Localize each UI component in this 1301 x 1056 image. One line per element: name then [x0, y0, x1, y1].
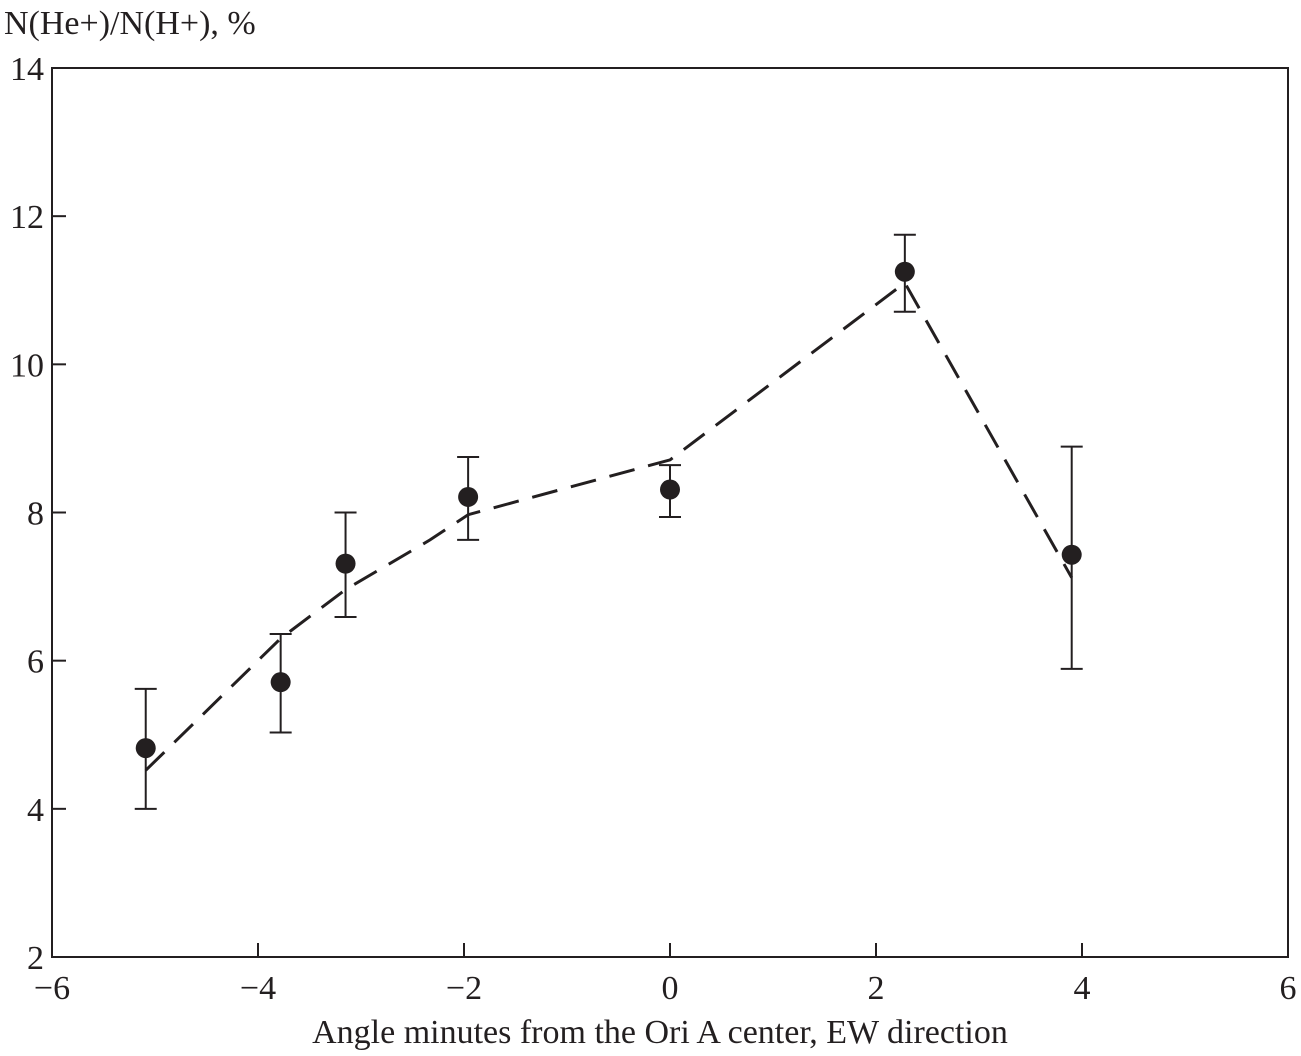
y-tick-label: 6	[27, 644, 44, 681]
x-tick-label: 2	[868, 970, 885, 1007]
data-point	[335, 553, 356, 574]
data-point	[135, 738, 156, 759]
y-axis-title: N(He+)/N(H+), %	[4, 5, 256, 42]
x-tick-label: 0	[662, 970, 679, 1007]
y-tick-label: 4	[27, 792, 44, 829]
y-tick-label: 10	[10, 347, 44, 384]
data-point	[894, 261, 915, 282]
model-dashed-line	[144, 280, 1074, 772]
y-tick-label: 2	[27, 940, 44, 977]
data-point	[1061, 544, 1082, 565]
x-tick-label: −2	[446, 970, 482, 1007]
data-point	[660, 479, 680, 500]
data-point	[458, 486, 479, 507]
x-tick-label: −4	[240, 970, 276, 1007]
x-tick-label: −6	[34, 970, 70, 1007]
x-tick-label: 4	[1074, 970, 1091, 1007]
y-tick-label: 8	[27, 496, 44, 533]
y-tick-label: 12	[10, 199, 44, 236]
x-tick-label: 6	[1280, 970, 1297, 1007]
x-axis-title: Angle minutes from the Ori A center, EW …	[312, 1014, 1008, 1051]
y-tick-label: 14	[10, 51, 44, 88]
data-point	[270, 672, 291, 693]
